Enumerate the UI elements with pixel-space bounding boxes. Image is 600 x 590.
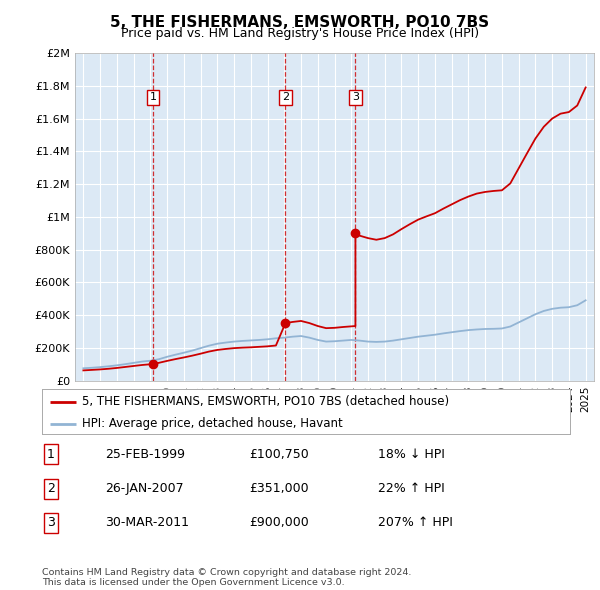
Text: 1: 1 — [149, 92, 157, 102]
Text: 2: 2 — [282, 92, 289, 102]
Text: Price paid vs. HM Land Registry's House Price Index (HPI): Price paid vs. HM Land Registry's House … — [121, 27, 479, 40]
Text: 30-MAR-2011: 30-MAR-2011 — [105, 516, 189, 529]
Text: £900,000: £900,000 — [249, 516, 309, 529]
Text: 5, THE FISHERMANS, EMSWORTH, PO10 7BS: 5, THE FISHERMANS, EMSWORTH, PO10 7BS — [110, 15, 490, 30]
Text: HPI: Average price, detached house, Havant: HPI: Average price, detached house, Hava… — [82, 417, 343, 431]
Text: 5, THE FISHERMANS, EMSWORTH, PO10 7BS (detached house): 5, THE FISHERMANS, EMSWORTH, PO10 7BS (d… — [82, 395, 449, 408]
Text: 2: 2 — [47, 482, 55, 495]
Text: 25-FEB-1999: 25-FEB-1999 — [105, 448, 185, 461]
Text: 22% ↑ HPI: 22% ↑ HPI — [378, 482, 445, 495]
Text: £100,750: £100,750 — [249, 448, 309, 461]
Text: 26-JAN-2007: 26-JAN-2007 — [105, 482, 184, 495]
Text: 3: 3 — [352, 92, 359, 102]
Text: 18% ↓ HPI: 18% ↓ HPI — [378, 448, 445, 461]
Text: 3: 3 — [47, 516, 55, 529]
Text: Contains HM Land Registry data © Crown copyright and database right 2024.
This d: Contains HM Land Registry data © Crown c… — [42, 568, 412, 587]
Text: £351,000: £351,000 — [249, 482, 308, 495]
Text: 207% ↑ HPI: 207% ↑ HPI — [378, 516, 453, 529]
Text: 1: 1 — [47, 448, 55, 461]
